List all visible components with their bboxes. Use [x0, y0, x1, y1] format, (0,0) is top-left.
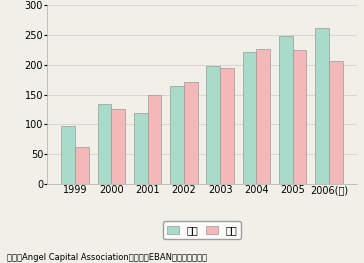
Bar [279, 36, 293, 184]
Bar [315, 28, 329, 184]
Bar [98, 104, 111, 184]
Bar [329, 61, 343, 184]
Bar [62, 126, 75, 184]
Bar [148, 95, 161, 184]
Bar [243, 52, 256, 184]
Bar [220, 68, 234, 184]
Text: 米国：Angel Capital Association、欧州：EBAN資料により作成: 米国：Angel Capital Association、欧州：EBAN資料によ… [7, 253, 207, 262]
Bar [256, 49, 270, 184]
Bar [75, 146, 89, 184]
Bar [170, 86, 184, 184]
Bar [206, 66, 220, 184]
Bar [184, 82, 198, 184]
Bar [134, 113, 148, 184]
Legend: 米国, 欧州: 米国, 欧州 [163, 221, 241, 239]
Bar [111, 109, 125, 184]
Bar [293, 50, 306, 184]
